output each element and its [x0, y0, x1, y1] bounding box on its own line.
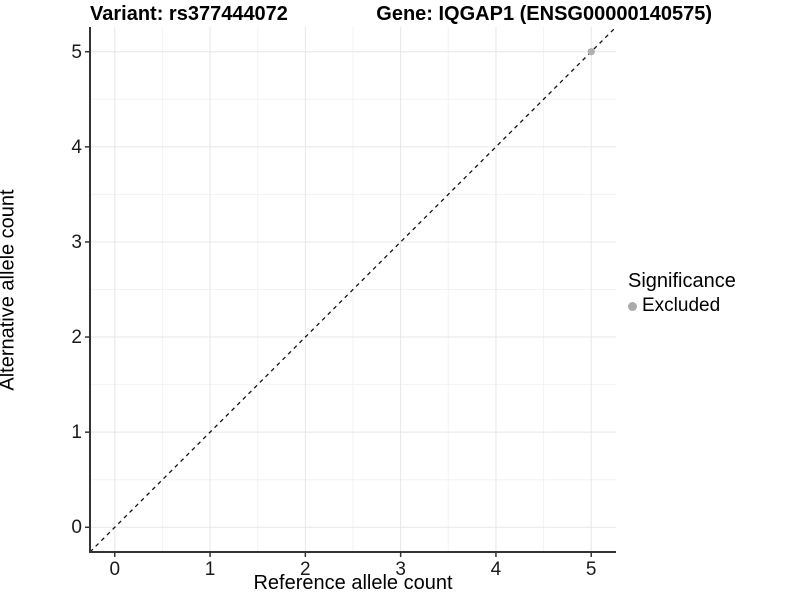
x-tick-label: 2: [300, 559, 311, 580]
y-tick-label: 1: [71, 422, 82, 444]
x-tick-label: 0: [109, 559, 121, 580]
y-tick-label: 5: [71, 41, 82, 63]
y-tick-label: 2: [71, 327, 82, 349]
y-tick-label: 3: [71, 231, 82, 253]
y-tick-label: 0: [71, 517, 82, 539]
legend: Significance Excluded: [628, 270, 736, 317]
y-tick-label: 4: [71, 136, 82, 158]
legend-item-excluded: Excluded: [628, 295, 736, 317]
legend-item-label: Excluded: [642, 295, 721, 316]
x-tick-label: 5: [585, 559, 597, 580]
identity-dashed-line: [89, 26, 617, 553]
x-axis-title: Reference allele count: [253, 572, 453, 594]
x-tick-label: 3: [395, 559, 406, 580]
y-axis-title-text: Alternative allele count: [0, 189, 19, 391]
excluded-point-icon: [628, 301, 637, 311]
legend-title: Significance: [628, 270, 736, 292]
x-tick-label: 1: [204, 559, 216, 580]
plot-title-variant: Variant: rs377444072: [90, 3, 288, 25]
data-point-excluded: [587, 48, 595, 56]
x-tick-label: 4: [490, 559, 502, 580]
plot-title-gene: Gene: IQGAP1 (ENSG00000140575): [376, 3, 712, 25]
